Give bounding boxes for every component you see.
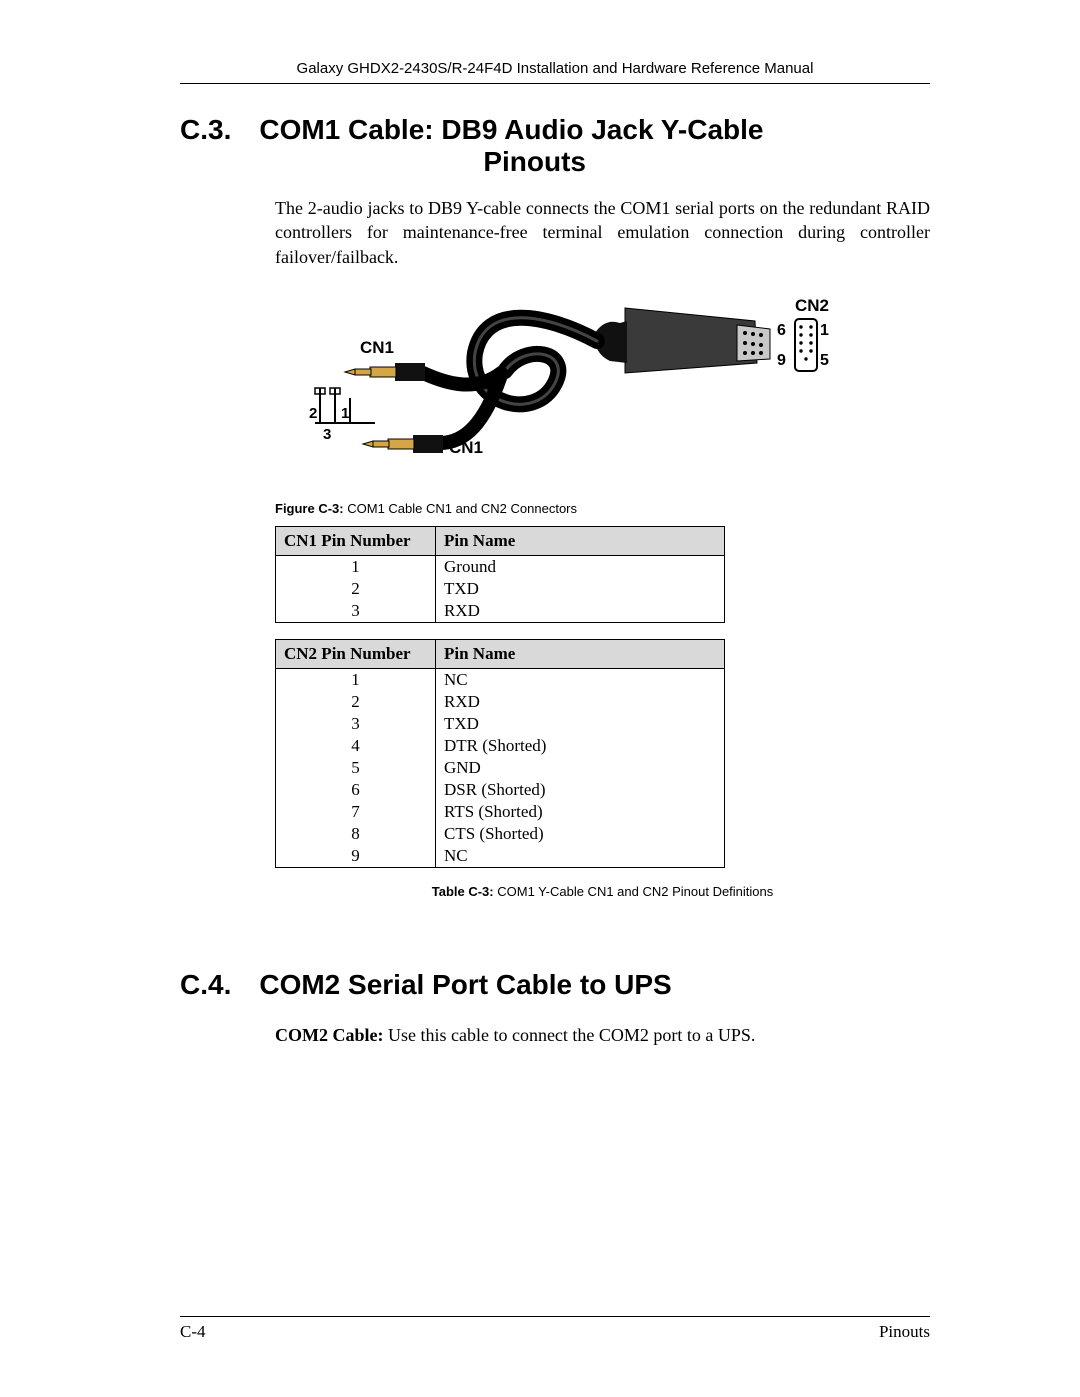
table-caption: Table C-3: COM1 Y-Cable CN1 and CN2 Pino… bbox=[275, 884, 930, 899]
table-header: CN1 Pin Number bbox=[276, 526, 436, 555]
table-cell: 9 bbox=[276, 845, 436, 868]
table-cell: NC bbox=[436, 668, 725, 691]
footer-left: C-4 bbox=[180, 1322, 206, 1342]
svg-text:5: 5 bbox=[820, 352, 829, 369]
caption-bold: Figure C-3: bbox=[275, 501, 344, 516]
table-cell: TXD bbox=[436, 713, 725, 735]
table-cell: 7 bbox=[276, 801, 436, 823]
table-cell: RXD bbox=[436, 600, 725, 623]
section-c3-title: C.3. COM1 Cable: DB9 Audio Jack Y-Cable … bbox=[180, 114, 930, 178]
table-cell: 1 bbox=[276, 555, 436, 578]
table-cn1: CN1 Pin Number Pin Name 1Ground2TXD3RXD bbox=[275, 526, 725, 623]
table-cell: TXD bbox=[436, 578, 725, 600]
svg-text:CN2: CN2 bbox=[795, 296, 829, 315]
page-footer: C-4 Pinouts bbox=[180, 1322, 930, 1342]
table-cell: GND bbox=[436, 757, 725, 779]
section-c4-title: C.4. COM2 Serial Port Cable to UPS bbox=[180, 969, 930, 1001]
svg-text:CN1: CN1 bbox=[449, 438, 483, 457]
table-cell: DSR (Shorted) bbox=[436, 779, 725, 801]
table-cell: RXD bbox=[436, 691, 725, 713]
svg-text:9: 9 bbox=[777, 352, 786, 369]
svg-text:1: 1 bbox=[820, 322, 829, 339]
table-cell: 3 bbox=[276, 713, 436, 735]
svg-text:CN1: CN1 bbox=[360, 338, 394, 357]
table-header: CN2 Pin Number bbox=[276, 639, 436, 668]
page-container: Galaxy GHDX2-2430S/R-24F4D Installation … bbox=[0, 0, 1080, 1131]
figure-caption: Figure C-3: COM1 Cable CN1 and CN2 Conne… bbox=[275, 501, 930, 516]
table-cell: 6 bbox=[276, 779, 436, 801]
table-cell: 5 bbox=[276, 757, 436, 779]
table-cell: CTS (Shorted) bbox=[436, 823, 725, 845]
caption-text: COM1 Cable CN1 and CN2 Connectors bbox=[344, 501, 577, 516]
intro-paragraph: The 2-audio jacks to DB9 Y-cable connect… bbox=[275, 196, 930, 269]
footer-right: Pinouts bbox=[879, 1322, 930, 1342]
table-cell: RTS (Shorted) bbox=[436, 801, 725, 823]
table-cell: 4 bbox=[276, 735, 436, 757]
caption-text: COM1 Y-Cable CN1 and CN2 Pinout Definiti… bbox=[494, 884, 774, 899]
table-cell: NC bbox=[436, 845, 725, 868]
table-header: Pin Name bbox=[436, 526, 725, 555]
table-header: Pin Name bbox=[436, 639, 725, 668]
footer-rule bbox=[180, 1316, 930, 1317]
table-cn2-body: 1NC2RXD3TXD4DTR (Shorted)5GND6DSR (Short… bbox=[276, 668, 725, 867]
para-rest: Use this cable to connect the COM2 port … bbox=[383, 1025, 755, 1045]
table-cn2: CN2 Pin Number Pin Name 1NC2RXD3TXD4DTR … bbox=[275, 639, 725, 868]
table-cell: 3 bbox=[276, 600, 436, 623]
table-cell: Ground bbox=[436, 555, 725, 578]
title-line1: COM1 Cable: DB9 Audio Jack Y-Cable bbox=[259, 114, 763, 145]
title-line2: Pinouts bbox=[259, 146, 810, 178]
svg-text:6: 6 bbox=[777, 322, 786, 339]
cable-diagram-icon: 6 9 1 5 CN2 CN1 bbox=[275, 293, 835, 493]
section-number: C.3. bbox=[180, 114, 231, 178]
doc-header: Galaxy GHDX2-2430S/R-24F4D Installation … bbox=[180, 60, 930, 83]
svg-text:1: 1 bbox=[341, 405, 349, 422]
figure-c3: 6 9 1 5 CN2 CN1 bbox=[275, 293, 930, 493]
bold-lead: COM2 Cable: bbox=[275, 1025, 383, 1045]
svg-text:3: 3 bbox=[323, 426, 331, 443]
table-cell: 1 bbox=[276, 668, 436, 691]
caption-bold: Table C-3: bbox=[432, 884, 494, 899]
table-cn1-body: 1Ground2TXD3RXD bbox=[276, 555, 725, 622]
svg-text:2: 2 bbox=[309, 405, 317, 422]
section-text: COM1 Cable: DB9 Audio Jack Y-Cable Pinou… bbox=[259, 114, 930, 178]
table-cell: 2 bbox=[276, 691, 436, 713]
header-rule bbox=[180, 83, 930, 84]
table-cell: DTR (Shorted) bbox=[436, 735, 725, 757]
c4-paragraph: COM2 Cable: Use this cable to connect th… bbox=[275, 1023, 930, 1047]
section-number: C.4. bbox=[180, 969, 231, 1001]
section-text: COM2 Serial Port Cable to UPS bbox=[259, 969, 671, 1001]
table-cell: 2 bbox=[276, 578, 436, 600]
table-cell: 8 bbox=[276, 823, 436, 845]
